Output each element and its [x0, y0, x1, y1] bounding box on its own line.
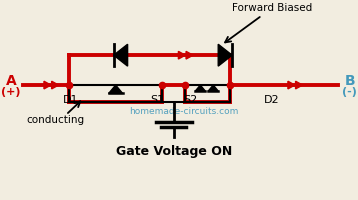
Text: S2: S2	[183, 95, 198, 105]
Text: (+): (+)	[1, 87, 21, 97]
Text: A: A	[6, 74, 16, 88]
Polygon shape	[195, 85, 205, 91]
Bar	[69, 85, 163, 102]
Text: Gate Voltage ON: Gate Voltage ON	[116, 145, 232, 158]
Text: Forward Biased: Forward Biased	[232, 3, 312, 13]
Bar	[185, 85, 230, 102]
Polygon shape	[52, 81, 59, 89]
Polygon shape	[208, 85, 218, 91]
Polygon shape	[114, 44, 127, 66]
Text: S1: S1	[150, 95, 165, 105]
Polygon shape	[178, 51, 185, 59]
Text: conducting: conducting	[27, 115, 85, 125]
Text: (-): (-)	[342, 87, 357, 97]
Text: homemade-circuits.com: homemade-circuits.com	[129, 107, 238, 116]
Polygon shape	[218, 44, 232, 66]
Polygon shape	[44, 81, 51, 89]
Polygon shape	[186, 51, 193, 59]
Text: B: B	[344, 74, 355, 88]
Polygon shape	[288, 81, 295, 89]
Text: D2: D2	[264, 95, 280, 105]
Polygon shape	[296, 81, 303, 89]
Polygon shape	[109, 85, 123, 93]
Text: D1: D1	[63, 95, 79, 105]
